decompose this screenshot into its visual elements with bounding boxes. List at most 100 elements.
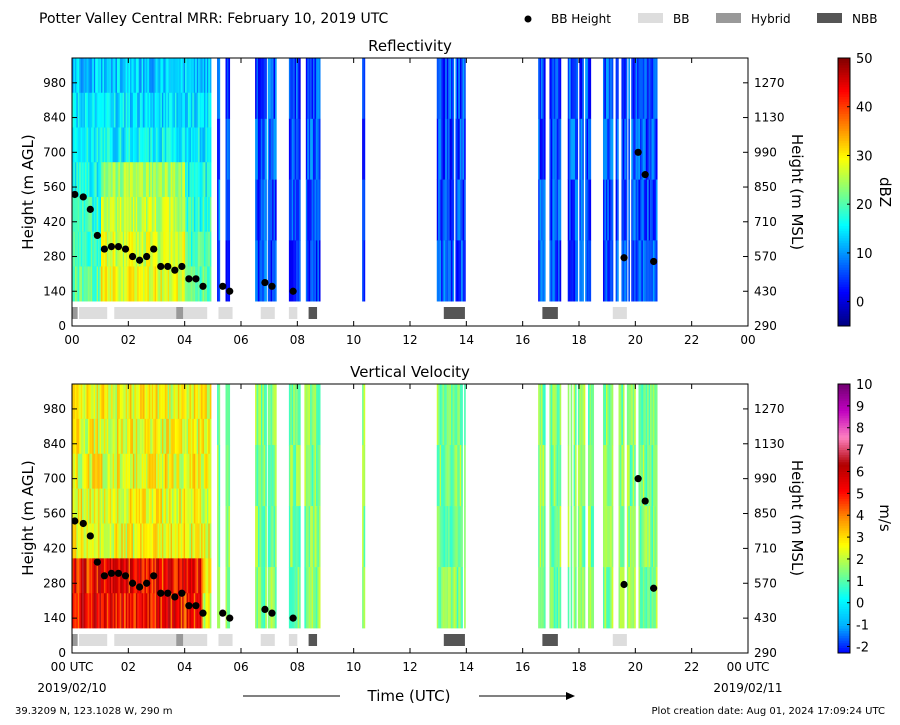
data-cell [576, 118, 579, 180]
data-cell [201, 384, 203, 420]
data-cell [135, 558, 138, 594]
data-cell [74, 453, 77, 489]
data-cell [95, 266, 97, 302]
data-cell [199, 196, 202, 232]
data-cell [459, 567, 462, 629]
colorbar-tick-label: 2 [856, 553, 864, 568]
data-cell [439, 179, 442, 241]
data-cell [173, 558, 176, 594]
data-cell [112, 196, 115, 232]
plot-creation-date: Plot creation date: Aug 01, 2024 17:09:2… [652, 706, 885, 717]
data-cell [163, 92, 165, 128]
data-cell [446, 58, 449, 120]
data-cell [90, 384, 93, 420]
data-cell [119, 162, 122, 198]
data-cell [173, 384, 176, 420]
data-cell [90, 127, 93, 163]
y2-tick-label: 290 [754, 319, 777, 333]
data-cell [192, 523, 194, 559]
data-cell [172, 58, 174, 94]
colorbar-cell [838, 260, 850, 264]
data-cell [170, 593, 173, 629]
data-cell [650, 567, 652, 629]
data-cell [443, 567, 446, 629]
data-cell [363, 179, 366, 241]
data-cell [458, 118, 460, 180]
data-cell [604, 58, 607, 120]
data-cell [90, 558, 93, 594]
colorbar-cell [838, 474, 850, 478]
data-cell [85, 488, 87, 524]
data-cell [308, 240, 311, 302]
data-cell [83, 558, 86, 594]
data-cell [654, 384, 657, 446]
data-cell [115, 384, 118, 420]
data-cell [288, 179, 291, 241]
data-cell [102, 266, 105, 302]
data-cell [193, 593, 196, 629]
colorbar-cell [838, 165, 850, 169]
data-cell [655, 567, 658, 629]
data-cell [89, 418, 92, 455]
colorbar-cell [838, 218, 850, 222]
data-cell [182, 488, 184, 524]
data-cell [132, 558, 135, 594]
colorbar-cell [838, 118, 850, 122]
data-cell [132, 453, 135, 489]
data-cell [648, 506, 651, 568]
data-cell [148, 162, 151, 198]
colorbar-cell [838, 520, 850, 524]
data-cell [114, 92, 116, 128]
data-cell [541, 567, 543, 629]
data-cell [124, 453, 126, 489]
data-cell [118, 418, 121, 455]
data-cell [72, 231, 74, 267]
data-cell [577, 384, 580, 446]
y-tick-label: 560 [43, 180, 66, 194]
data-cell [634, 240, 636, 302]
data-cell [89, 453, 92, 489]
data-cell [148, 127, 151, 163]
colorbar-cell [838, 633, 850, 637]
data-cell [96, 58, 99, 94]
data-cell [108, 58, 110, 94]
data-cell [299, 240, 301, 302]
colorbar-cell [838, 126, 850, 130]
data-cell [130, 162, 132, 198]
data-cell [538, 240, 540, 302]
data-cell [144, 162, 147, 198]
data-cell [137, 384, 139, 420]
data-cell [131, 58, 134, 94]
data-cell [449, 445, 452, 507]
data-cell [179, 196, 181, 232]
data-cell [153, 92, 155, 128]
data-cell [602, 58, 605, 120]
data-cell [209, 127, 212, 163]
data-cell [270, 506, 273, 568]
data-cell [621, 179, 624, 241]
data-cell [186, 453, 189, 489]
data-cell [611, 384, 614, 446]
colorbar-cell [838, 555, 850, 559]
data-cell [144, 523, 147, 559]
data-cell [556, 118, 559, 180]
data-cell [140, 196, 142, 232]
data-cell [542, 506, 545, 568]
end-date: 2019/02/11 [713, 681, 782, 695]
data-cell [93, 127, 96, 163]
data-cell [132, 92, 135, 128]
data-cell [195, 488, 197, 524]
data-cell [159, 384, 161, 420]
data-cell [617, 240, 619, 302]
colorbar-cell [838, 464, 850, 468]
data-cell [218, 506, 221, 568]
data-cell [114, 266, 116, 302]
data-cell [461, 567, 463, 629]
data-cell [161, 127, 164, 163]
data-cell [159, 523, 161, 559]
data-cell [290, 506, 292, 568]
data-cell [206, 593, 209, 629]
data-cell [161, 488, 164, 524]
data-cell [116, 162, 119, 198]
